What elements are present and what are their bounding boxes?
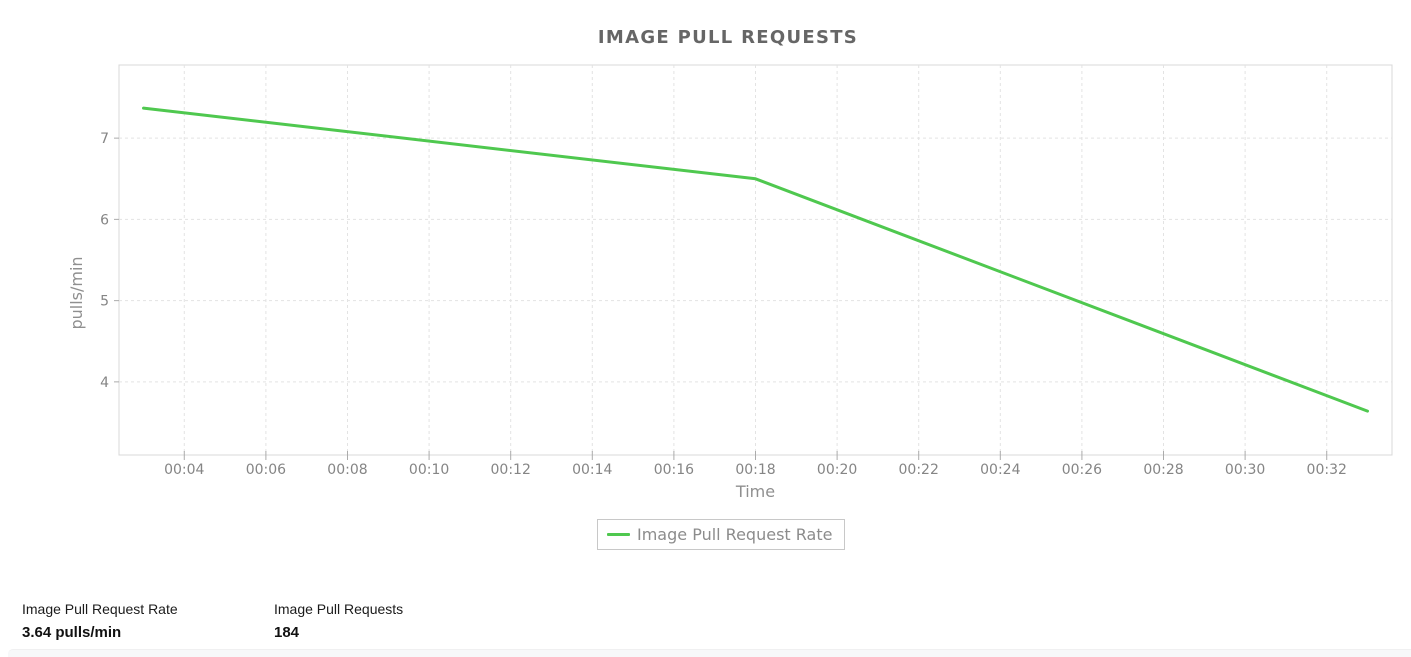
x-tick-label: 00:32 <box>1307 462 1347 478</box>
y-tick-label: 5 <box>100 294 109 310</box>
y-tick-label: 4 <box>100 375 109 391</box>
y-tick-label: 7 <box>100 131 109 147</box>
chart-title: IMAGE PULL REQUESTS <box>597 27 859 48</box>
stat-label: Image Pull Request Rate <box>22 601 178 617</box>
stat-value: 3.64 pulls/min <box>22 624 122 642</box>
x-tick-label: 00:06 <box>246 462 286 478</box>
x-tick-label: 00:04 <box>164 462 204 478</box>
series-line[interactable] <box>142 106 1369 413</box>
x-tick-label: 00:24 <box>980 462 1020 478</box>
bottom-panel-edge <box>8 649 1411 657</box>
legend-label: Image Pull Request Rate <box>637 525 833 544</box>
y-tick-label: 6 <box>100 212 109 228</box>
stat-image-pull-requests: Image Pull Requests 184 <box>274 601 404 642</box>
legend-item-image-pull-request-rate[interactable]: Image Pull Request Rate <box>607 525 832 544</box>
x-tick-label: 00:22 <box>899 462 939 478</box>
x-tick-label: 00:20 <box>817 462 857 478</box>
x-tick-label: 00:28 <box>1143 462 1183 478</box>
x-tick-label: 00:16 <box>654 462 694 478</box>
x-tick-label: 00:10 <box>409 462 449 478</box>
x-tick-label: 00:18 <box>735 462 775 478</box>
x-tick-label: 00:14 <box>572 462 612 478</box>
x-tick-label: 00:12 <box>491 462 531 478</box>
stat-value: 184 <box>274 624 300 642</box>
x-tick-label: 00:30 <box>1225 462 1265 478</box>
y-axis-title: pulls/min <box>67 256 86 329</box>
series-line-swatch <box>607 533 630 536</box>
x-tick-label: 00:08 <box>327 462 367 478</box>
x-axis-title: Time <box>735 482 775 501</box>
stat-label: Image Pull Requests <box>274 601 404 617</box>
chart-legend: Image Pull Request Rate <box>597 519 846 550</box>
x-tick-label: 00:26 <box>1062 462 1102 478</box>
stat-image-pull-request-rate: Image Pull Request Rate 3.64 pulls/min <box>22 601 178 642</box>
line-chart-plot[interactable]: 00:04 00:06 00:08 00:10 00:12 00:14 00:16 00:18… <box>0 0 1411 510</box>
